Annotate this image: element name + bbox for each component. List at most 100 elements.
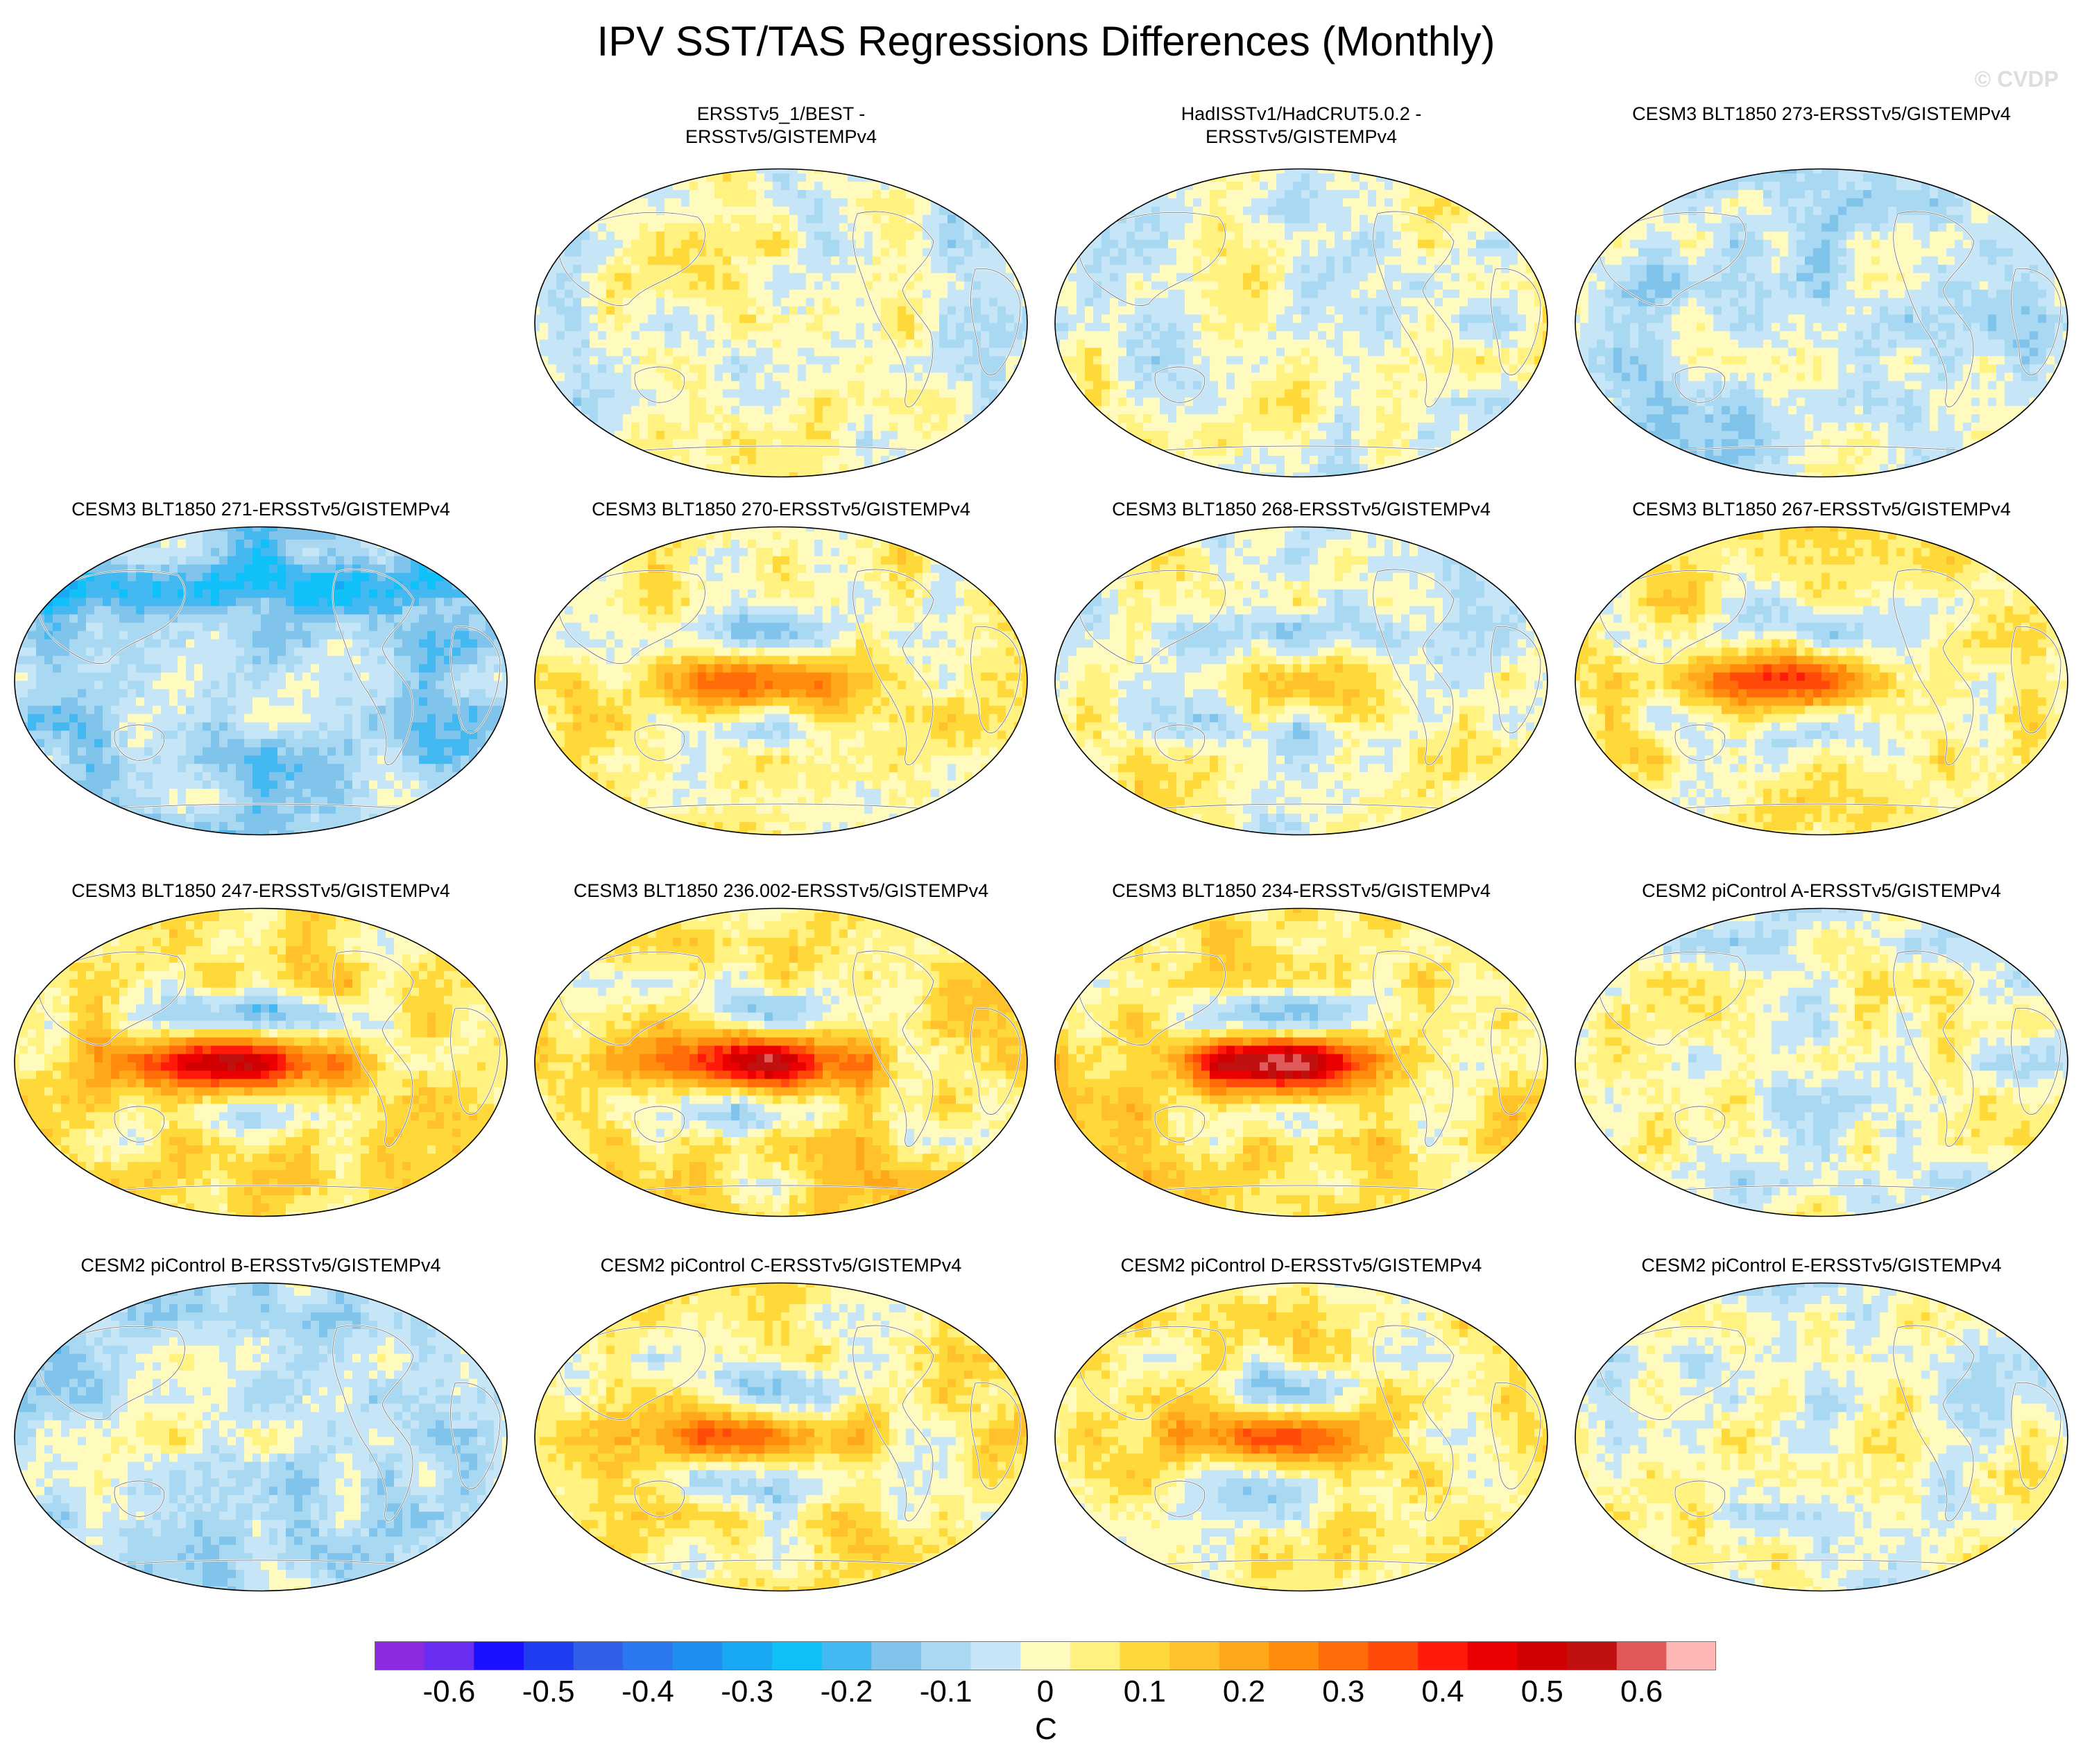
colorbar-swatch xyxy=(1616,1641,1667,1670)
anomaly-field xyxy=(1055,526,1547,835)
colorbar-tick-label: 0.1 xyxy=(1124,1675,1166,1709)
map-border xyxy=(1575,1282,2068,1592)
regression-map xyxy=(1572,165,2071,481)
anomaly-field xyxy=(535,908,1027,1217)
map-svg xyxy=(14,1282,508,1592)
colorbar-swatch xyxy=(1219,1641,1269,1670)
regression-map xyxy=(531,1279,1031,1595)
map-svg xyxy=(1054,526,1548,836)
regression-map xyxy=(11,905,511,1220)
panel-title: CESM3 BLT1850 273-ERSSTv5/GISTEMPv4 xyxy=(1565,103,2078,126)
map-panel: CESM3 BLT1850 236.002-ERSSTv5/GISTEMPv4 xyxy=(524,880,1038,1254)
map-svg xyxy=(534,168,1028,478)
anomaly-field xyxy=(15,526,507,835)
colorbar-tick-labels: -0.6 -0.5 -0.4 -0.3 -0.2 -0.1 0 0.1 0.2 0.3 0.4 0.5… xyxy=(375,1675,1716,1716)
map-border xyxy=(534,907,1028,1217)
map-svg xyxy=(534,907,1028,1217)
map-border xyxy=(1575,526,2068,836)
map-panel: CESM3 BLT1850 268-ERSSTv5/GISTEMPv4 xyxy=(1045,498,1558,873)
map-border xyxy=(534,1282,1028,1592)
colorbar-swatch xyxy=(871,1641,922,1670)
map-panel: CESM3 BLT1850 247-ERSSTv5/GISTEMPv4 xyxy=(4,880,517,1254)
map-border xyxy=(1054,1282,1548,1592)
colorbar-swatch xyxy=(1169,1641,1220,1670)
panel-title: CESM3 BLT1850 236.002-ERSSTv5/GISTEMPv4 xyxy=(524,880,1038,902)
colorbar-swatch xyxy=(821,1641,872,1670)
regression-map xyxy=(1052,523,1551,839)
map-panel: ERSSTv5_1/BEST - ERSSTv5/GISTEMPv4 xyxy=(524,103,1038,478)
colorbar-swatch xyxy=(772,1641,823,1670)
regression-map xyxy=(531,165,1031,481)
colorbar-swatch xyxy=(573,1641,624,1670)
colorbar-swatch xyxy=(722,1641,773,1670)
colorbar-tick-label: 0.4 xyxy=(1421,1675,1464,1709)
map-panel: CESM3 BLT1850 270-ERSSTv5/GISTEMPv4 xyxy=(524,498,1038,873)
map-panel: CESM3 BLT1850 267-ERSSTv5/GISTEMPv4 xyxy=(1565,498,2078,873)
colorbar-tick-label: 0.5 xyxy=(1521,1675,1563,1709)
colorbar-swatch xyxy=(920,1641,972,1670)
map-panel: HadISSTv1/HadCRUT5.0.2 - ERSSTv5/GISTEMP… xyxy=(1045,103,1558,478)
map-border xyxy=(534,168,1028,478)
colorbar-swatch xyxy=(1517,1641,1568,1670)
anomaly-field xyxy=(535,1283,1027,1591)
regression-map xyxy=(1572,905,2071,1220)
regression-map xyxy=(11,523,511,839)
colorbar-tick-label: -0.6 xyxy=(422,1675,475,1709)
regression-map xyxy=(1572,523,2071,839)
map-svg xyxy=(534,526,1028,836)
colorbar-swatch xyxy=(523,1641,574,1670)
map-panel: CESM2 piControl B-ERSSTv5/GISTEMPv4 xyxy=(4,1254,517,1629)
anomaly-field xyxy=(1055,1283,1547,1591)
panel-title: CESM3 BLT1850 268-ERSSTv5/GISTEMPv4 xyxy=(1045,498,1558,521)
anomaly-field xyxy=(1575,526,2068,835)
colorbar xyxy=(375,1641,1716,1670)
map-svg xyxy=(1575,907,2068,1217)
map-border xyxy=(1575,907,2068,1217)
anomaly-field xyxy=(15,1283,507,1591)
map-svg xyxy=(1575,168,2068,478)
panel-title: CESM2 piControl D-ERSSTv5/GISTEMPv4 xyxy=(1045,1254,1558,1277)
map-border xyxy=(1575,168,2068,478)
panel-title: CESM2 piControl B-ERSSTv5/GISTEMPv4 xyxy=(4,1254,517,1277)
map-panel: CESM3 BLT1850 271-ERSSTv5/GISTEMPv4 xyxy=(4,498,517,873)
panel-title: CESM2 piControl C-ERSSTv5/GISTEMPv4 xyxy=(524,1254,1038,1277)
colorbar-swatch xyxy=(474,1641,524,1670)
anomaly-field xyxy=(1575,169,2068,477)
anomaly-field xyxy=(1055,169,1547,477)
panel-title: CESM3 BLT1850 267-ERSSTv5/GISTEMPv4 xyxy=(1565,498,2078,521)
colorbar-swatch xyxy=(424,1641,474,1670)
map-panel: CESM2 piControl C-ERSSTv5/GISTEMPv4 xyxy=(524,1254,1038,1629)
colorbar-tick-label: 0.6 xyxy=(1620,1675,1663,1709)
anomaly-field xyxy=(1055,908,1547,1217)
panel-title: CESM3 BLT1850 234-ERSSTv5/GISTEMPv4 xyxy=(1045,880,1558,902)
map-svg xyxy=(1575,526,2068,836)
map-border xyxy=(14,907,508,1217)
regression-map xyxy=(1052,1279,1551,1595)
map-border xyxy=(534,526,1028,836)
colorbar-swatch xyxy=(1368,1641,1418,1670)
colorbar-swatch xyxy=(1467,1641,1518,1670)
anomaly-field xyxy=(535,169,1027,477)
map-border xyxy=(1054,907,1548,1217)
panel-title: ERSSTv5_1/BEST - ERSSTv5/GISTEMPv4 xyxy=(524,103,1038,148)
map-panel: CESM3 BLT1850 273-ERSSTv5/GISTEMPv4 xyxy=(1565,103,2078,478)
panel-title: CESM2 piControl A-ERSSTv5/GISTEMPv4 xyxy=(1565,880,2078,902)
anomaly-field xyxy=(15,908,507,1217)
map-border xyxy=(14,1282,508,1592)
regression-map xyxy=(531,905,1031,1220)
colorbar-swatch xyxy=(1666,1641,1716,1670)
colorbar-tick-label: -0.2 xyxy=(821,1675,873,1709)
colorbar-tick-label: -0.4 xyxy=(621,1675,674,1709)
colorbar-tick-label: -0.1 xyxy=(920,1675,972,1709)
colorbar-units: C xyxy=(0,1712,2092,1747)
map-svg xyxy=(1054,1282,1548,1592)
map-svg xyxy=(1054,168,1548,478)
anomaly-field xyxy=(535,526,1027,835)
colorbar-tick-label: 0 xyxy=(1037,1675,1054,1709)
map-svg xyxy=(14,907,508,1217)
colorbar-swatch xyxy=(1567,1641,1618,1670)
colorbar-swatch xyxy=(1269,1641,1319,1670)
colorbar-swatch xyxy=(672,1641,723,1670)
colorbar-swatch xyxy=(375,1641,425,1670)
regression-map xyxy=(11,1279,511,1595)
